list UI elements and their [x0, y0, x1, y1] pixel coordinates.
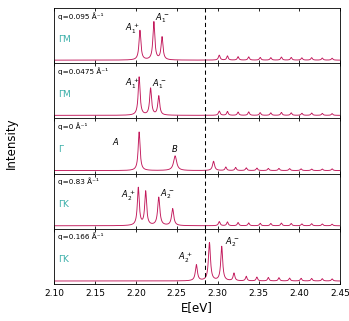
Text: $A_2^+$: $A_2^+$ — [178, 251, 192, 265]
Text: $A$: $A$ — [112, 136, 119, 147]
Text: q=0.83 Å⁻¹: q=0.83 Å⁻¹ — [58, 178, 99, 185]
Text: $A_1^+$: $A_1^+$ — [125, 77, 140, 91]
Text: q=0.0475 Å⁻¹: q=0.0475 Å⁻¹ — [58, 67, 109, 75]
X-axis label: E[eV]: E[eV] — [181, 301, 213, 314]
Text: $B$: $B$ — [171, 143, 179, 154]
Text: ΓK: ΓK — [58, 256, 69, 265]
Text: $A_2^-$: $A_2^-$ — [225, 236, 239, 249]
Text: ΓM: ΓM — [58, 35, 71, 44]
Text: $A_1^-$: $A_1^-$ — [151, 78, 166, 91]
Text: $A_1^-$: $A_1^-$ — [155, 12, 169, 25]
Text: q=0 Å⁻¹: q=0 Å⁻¹ — [58, 122, 88, 130]
Text: q=0.166 Å⁻¹: q=0.166 Å⁻¹ — [58, 233, 104, 240]
Text: Γ: Γ — [58, 145, 64, 154]
Text: $A_2^-$: $A_2^-$ — [160, 187, 174, 201]
Text: $A_2^+$: $A_2^+$ — [121, 189, 136, 204]
Text: q=0.095 Å⁻¹: q=0.095 Å⁻¹ — [58, 12, 104, 20]
Text: ΓM: ΓM — [58, 90, 71, 99]
Text: ΓK: ΓK — [58, 200, 69, 209]
Text: Intensity: Intensity — [5, 117, 18, 169]
Text: $A_1^+$: $A_1^+$ — [125, 22, 140, 36]
